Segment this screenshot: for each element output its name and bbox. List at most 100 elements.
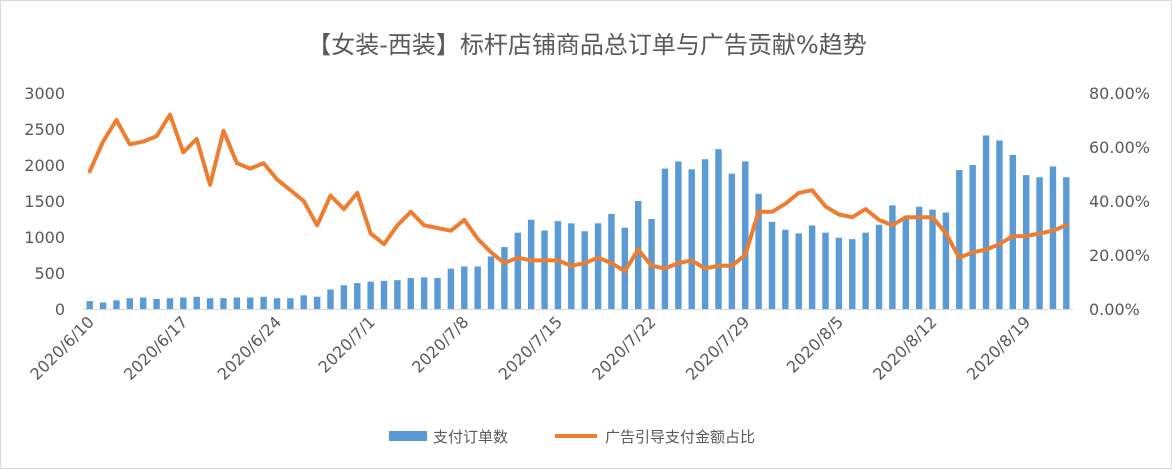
bar xyxy=(167,298,173,309)
bar xyxy=(153,299,159,309)
bar xyxy=(916,207,922,309)
bar xyxy=(889,205,895,309)
bar xyxy=(689,169,695,309)
bar xyxy=(729,174,735,309)
bar xyxy=(381,281,387,309)
bar xyxy=(408,278,414,309)
y-left-tick-label: 1500 xyxy=(24,192,65,211)
bar xyxy=(448,269,454,309)
x-tick-label: 2020/7/15 xyxy=(495,312,566,383)
y-right-tick-label: 60.00% xyxy=(1089,138,1150,157)
bar xyxy=(983,135,989,309)
bar xyxy=(86,301,92,309)
bar xyxy=(421,277,427,309)
x-tick-label: 2020/7/22 xyxy=(588,312,659,383)
bar xyxy=(394,280,400,309)
bar xyxy=(528,220,534,309)
y-left-tick-label: 1000 xyxy=(24,228,65,247)
y-right-tick-label: 80.00% xyxy=(1089,84,1150,103)
bar xyxy=(207,298,213,309)
bar xyxy=(769,222,775,309)
bar xyxy=(1036,177,1042,309)
x-tick-label: 2020/7/1 xyxy=(315,312,379,376)
bar xyxy=(675,161,681,309)
bar xyxy=(876,225,882,309)
bar xyxy=(809,225,815,309)
bar xyxy=(662,169,668,309)
bar xyxy=(474,267,480,309)
y-left-axis: 0 500 1000 1500 2000 2500 3000 xyxy=(24,84,65,319)
x-tick-label: 2020/6/17 xyxy=(120,312,191,383)
y-right-axis: 0.00% 20.00% 40.00% 60.00% 80.00% xyxy=(1089,84,1150,319)
bar xyxy=(100,303,106,309)
bar xyxy=(555,221,561,309)
x-tick-label: 2020/7/29 xyxy=(682,312,753,383)
y-right-tick-label: 0.00% xyxy=(1089,300,1140,319)
bar xyxy=(220,298,226,309)
bar xyxy=(943,213,949,309)
legend-line-label: 广告引导支付金额占比 xyxy=(605,428,755,446)
y-left-tick-label: 500 xyxy=(34,264,65,283)
bar xyxy=(969,165,975,309)
bar xyxy=(354,283,360,309)
bar xyxy=(140,297,146,309)
bar xyxy=(1010,155,1016,309)
y-right-tick-label: 40.00% xyxy=(1089,192,1150,211)
y-left-tick-label: 0 xyxy=(55,300,65,319)
bar xyxy=(796,233,802,309)
bar xyxy=(434,278,440,309)
bar xyxy=(715,149,721,309)
bar xyxy=(260,297,266,309)
bar xyxy=(862,233,868,309)
bar xyxy=(782,230,788,309)
bar xyxy=(113,300,119,309)
legend: 支付订单数 广告引导支付金额占比 xyxy=(389,428,755,446)
bar xyxy=(1050,166,1056,309)
bar xyxy=(247,297,253,309)
x-tick-label: 2020/6/24 xyxy=(214,312,285,383)
bar xyxy=(301,295,307,309)
bar xyxy=(581,231,587,309)
bar xyxy=(127,298,133,309)
legend-bar-swatch xyxy=(389,431,427,441)
bar xyxy=(367,282,373,309)
legend-bar-label: 支付订单数 xyxy=(433,428,508,446)
bar xyxy=(515,233,521,309)
bar xyxy=(327,290,333,309)
bar xyxy=(341,285,347,309)
bar xyxy=(956,170,962,309)
y-left-tick-label: 3000 xyxy=(24,84,65,103)
bar xyxy=(314,297,320,309)
x-tick-label: 2020/8/5 xyxy=(783,312,847,376)
x-axis: 2020/6/10 2020/6/17 2020/6/24 2020/7/1 2020/… xyxy=(26,312,1034,383)
bar xyxy=(541,231,547,309)
bar xyxy=(287,298,293,309)
bar xyxy=(234,297,240,309)
bar xyxy=(836,238,842,309)
bar xyxy=(849,239,855,309)
bar xyxy=(1063,177,1069,309)
y-right-tick-label: 20.00% xyxy=(1089,246,1150,265)
y-left-tick-label: 2500 xyxy=(24,120,65,139)
bar xyxy=(274,298,280,309)
x-tick-label: 2020/7/8 xyxy=(408,312,472,376)
bar-series xyxy=(86,135,1069,309)
bar xyxy=(501,247,507,309)
chart-title: 【女装-西装】标杆店铺商品总订单与广告贡献%趋势 xyxy=(307,31,866,59)
y-left-tick-label: 2000 xyxy=(24,156,65,175)
x-tick-label: 2020/6/10 xyxy=(26,312,97,383)
bar xyxy=(996,141,1002,309)
bar xyxy=(822,233,828,309)
bar xyxy=(194,297,200,309)
bar xyxy=(461,267,467,309)
bar xyxy=(702,159,708,309)
x-tick-label: 2020/8/19 xyxy=(963,312,1034,383)
bar xyxy=(180,297,186,309)
bar xyxy=(595,223,601,309)
bar xyxy=(488,256,494,309)
bar xyxy=(903,217,909,309)
bar xyxy=(929,210,935,309)
bar xyxy=(742,161,748,309)
